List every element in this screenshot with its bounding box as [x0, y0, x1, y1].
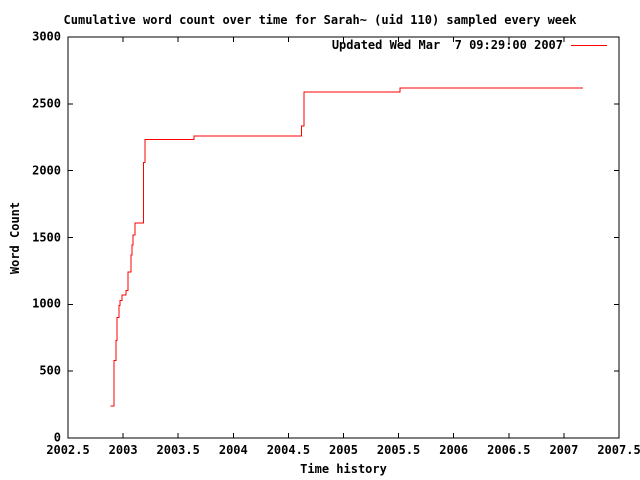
y-tick-label: 1500 [32, 230, 61, 244]
x-tick-label: 2007 [549, 443, 579, 457]
y-tick-label: 3000 [32, 29, 61, 44]
x-tick-label: 2005 [329, 443, 358, 457]
x-tick-label: 2004.5 [266, 443, 311, 457]
y-tick-label: 2000 [32, 163, 61, 178]
legend-label: Updated Wed Mar 7 09:29:00 2007 [331, 38, 563, 52]
x-tick-label: 2003 [108, 443, 138, 457]
x-tick-label: 2002.5 [46, 443, 90, 457]
y-tick-label: 500 [39, 363, 61, 378]
legend-line-sample [571, 45, 607, 46]
x-axis-label: Time history [300, 462, 387, 476]
x-tick-label: 2004 [218, 443, 248, 457]
x-tick-label: 2006 [439, 443, 469, 457]
x-tick-label: 2006.5 [487, 443, 531, 457]
x-tick-label: 2007.5 [597, 443, 640, 457]
y-axis-label: Word Count [8, 201, 22, 275]
x-tick-label: 2003.5 [156, 443, 200, 457]
legend: Updated Wed Mar 7 09:29:00 2007 [332, 39, 607, 52]
y-tick-label: 1000 [32, 296, 61, 311]
data-series-line [110, 87, 583, 407]
x-tick-label: 2005.5 [376, 443, 421, 457]
chart-title: Cumulative word count over time for Sara… [63, 13, 577, 27]
y-tick-label: 0 [53, 430, 61, 445]
y-tick-label: 2500 [32, 96, 61, 111]
plot-border [67, 36, 620, 439]
